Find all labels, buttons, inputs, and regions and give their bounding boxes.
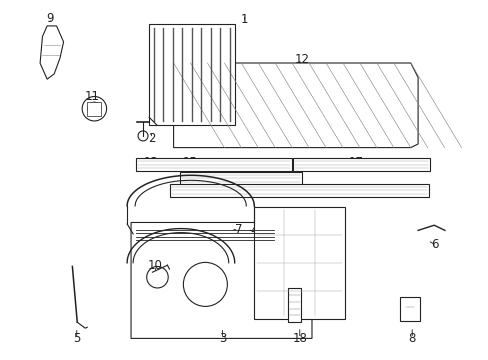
Bar xyxy=(136,158,292,171)
Text: 8: 8 xyxy=(407,332,415,345)
Bar xyxy=(254,207,344,319)
Text: 2: 2 xyxy=(147,132,155,145)
Bar xyxy=(399,297,419,321)
Text: 16: 16 xyxy=(231,172,245,185)
Text: 18: 18 xyxy=(292,332,306,345)
Bar xyxy=(293,158,429,171)
Text: 1: 1 xyxy=(240,13,248,26)
Text: 5: 5 xyxy=(73,332,81,345)
Bar xyxy=(149,24,234,125)
Text: 10: 10 xyxy=(148,259,163,272)
Text: 12: 12 xyxy=(294,53,309,66)
Text: 9: 9 xyxy=(46,12,54,24)
Polygon shape xyxy=(173,63,417,148)
Text: 6: 6 xyxy=(430,238,438,251)
Text: 4: 4 xyxy=(250,224,258,237)
Text: 14: 14 xyxy=(226,186,241,199)
Polygon shape xyxy=(40,26,63,79)
Text: 11: 11 xyxy=(84,90,99,103)
Text: 7: 7 xyxy=(234,223,242,236)
Bar xyxy=(287,288,301,322)
Bar xyxy=(170,184,428,197)
Bar xyxy=(87,102,101,116)
Text: 13: 13 xyxy=(143,156,158,168)
Text: 3: 3 xyxy=(218,332,226,345)
Polygon shape xyxy=(131,222,311,338)
Text: 15: 15 xyxy=(182,156,197,168)
Bar xyxy=(180,172,302,185)
Text: 17: 17 xyxy=(348,156,363,168)
